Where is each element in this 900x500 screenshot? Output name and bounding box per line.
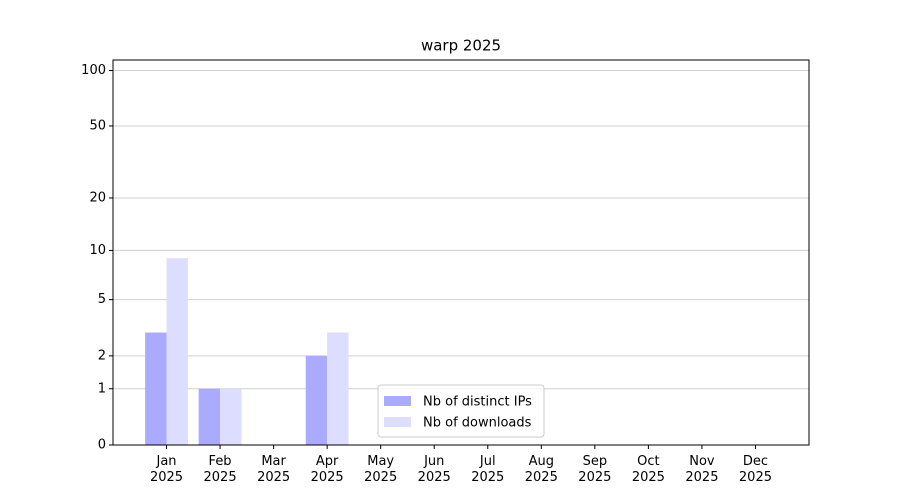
- x-tick-label: May 2025: [364, 454, 398, 485]
- legend-box: [377, 384, 545, 438]
- x-tick-label: Aug 2025: [524, 454, 558, 485]
- x-tick-label: Jul 2025: [471, 454, 505, 485]
- y-tick-label: 10: [89, 243, 106, 258]
- y-tick-label: 20: [89, 190, 106, 205]
- bar: [198, 388, 221, 445]
- x-tick-label: Dec 2025: [738, 454, 772, 485]
- y-tick-label: 1: [98, 381, 106, 396]
- legend-label: Nb of downloads: [423, 416, 532, 431]
- x-tick-label: Oct 2025: [631, 454, 665, 485]
- x-tick-label: Feb 2025: [203, 454, 237, 485]
- bar: [166, 258, 188, 445]
- legend-label: Nb of distinct IPs: [423, 395, 532, 410]
- y-tick-label: 5: [98, 292, 106, 307]
- chart-title: warp 2025: [421, 37, 501, 55]
- bar: [305, 355, 328, 445]
- x-tick-label: Sep 2025: [578, 454, 612, 485]
- y-tick-label: 100: [81, 63, 106, 78]
- bar: [220, 388, 242, 445]
- x-tick-label: Nov 2025: [685, 454, 719, 485]
- y-tick-label: 2: [98, 348, 106, 363]
- y-tick-label: 50: [89, 118, 106, 133]
- legend-swatch: [384, 396, 411, 406]
- plot-frame: [112, 59, 810, 446]
- legend-swatch: [384, 417, 411, 427]
- x-tick-label: Jan 2025: [149, 454, 184, 485]
- bar: [327, 332, 349, 445]
- x-tick-label: Mar 2025: [257, 454, 291, 485]
- y-tick-label: 0: [98, 438, 106, 453]
- bar: [145, 332, 167, 445]
- x-tick-label: Apr 2025: [310, 454, 344, 485]
- x-tick-label: Jun 2025: [417, 454, 451, 485]
